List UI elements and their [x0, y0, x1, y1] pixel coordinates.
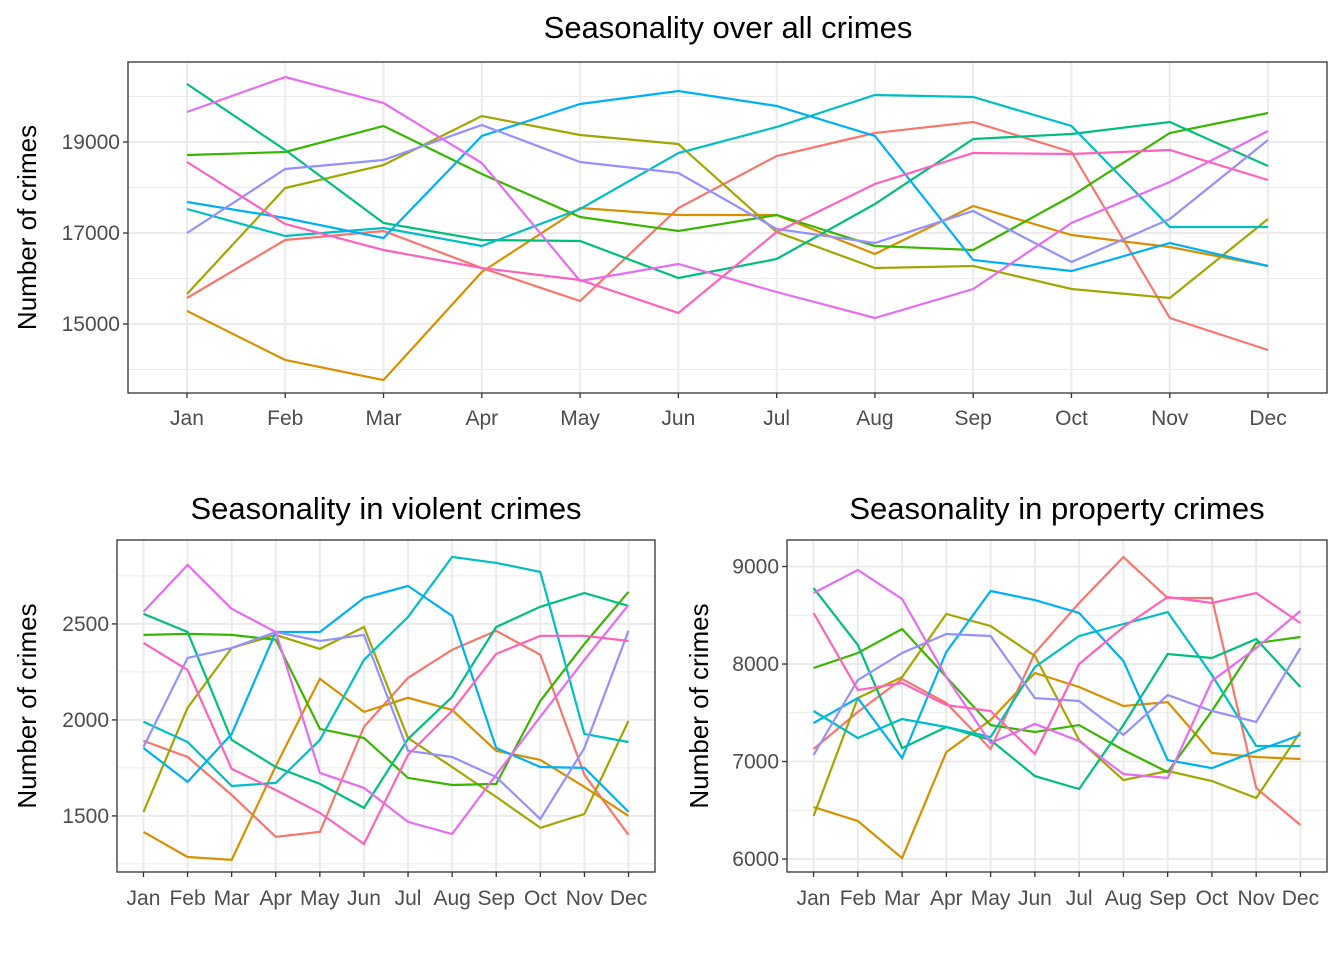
chart-violent: 1500 2000 2500 Jan Feb Mar Apr May Jun Jul Aug Sep O… — [12, 491, 656, 910]
x-tick-label: Feb — [169, 887, 205, 910]
series-line-2 — [186, 204, 1269, 382]
y-axis-label: Number of crimes — [12, 125, 42, 330]
x-tick-label: Aug — [856, 407, 893, 430]
y-axis-label: Number of crimes — [12, 603, 42, 808]
x-tick-label: Oct — [1196, 887, 1229, 910]
x-tick-label: Jun — [1018, 887, 1052, 910]
series-line-3 — [812, 612, 1302, 817]
series-line-4 — [143, 591, 630, 787]
x-tick-label: Jan — [797, 887, 831, 910]
series-line-10 — [186, 148, 1269, 315]
y-tick-label: 9000 — [732, 556, 779, 579]
x-tick-label: Oct — [524, 887, 557, 910]
x-tick-label: Mar — [214, 887, 250, 910]
x-tick-label: Nov — [566, 887, 604, 910]
series-line-8 — [186, 123, 1269, 264]
x-tick-label: Aug — [1105, 887, 1142, 910]
y-tick-label: 17000 — [62, 222, 120, 245]
series-line-3 — [142, 625, 630, 830]
series-line-7 — [186, 89, 1269, 273]
plot-panel — [787, 540, 1327, 872]
y-tick-label: 19000 — [62, 131, 120, 154]
y-tick-label: 1500 — [62, 805, 109, 828]
y-tick-label: 15000 — [62, 313, 120, 336]
x-tick-label: Oct — [1055, 407, 1088, 430]
panel-border — [786, 539, 1328, 873]
y-tick-label: 8000 — [732, 653, 779, 676]
x-tick-label: Jul — [395, 887, 422, 910]
chart-title: Seasonality in violent crimes — [190, 491, 581, 526]
series-line-10 — [812, 591, 1302, 756]
x-tick-label: Feb — [840, 887, 876, 910]
series-line-4 — [813, 627, 1301, 774]
series-line-9 — [142, 563, 630, 836]
chart-title: Seasonality in property crimes — [849, 491, 1264, 526]
x-tick-label: Feb — [267, 407, 303, 430]
x-tick-label: Sep — [1149, 887, 1186, 910]
x-tick-label: Jun — [347, 887, 381, 910]
x-tick-label: Mar — [365, 407, 401, 430]
y-tick-label: 2000 — [62, 709, 109, 732]
panel-border — [127, 61, 1328, 394]
series-line-5 — [186, 83, 1269, 280]
series-line-9 — [813, 568, 1302, 780]
x-tick-label: Nov — [1151, 407, 1189, 430]
series-line-7 — [142, 584, 630, 813]
series-line-8 — [142, 630, 630, 821]
x-tick-label: Nov — [1238, 887, 1276, 910]
series-line-2 — [813, 671, 1301, 860]
y-tick-label: 7000 — [732, 751, 779, 774]
series-line-5 — [143, 591, 629, 810]
x-tick-label: Dec — [610, 887, 647, 910]
x-tick-label: Dec — [1249, 407, 1286, 430]
series-line-4 — [186, 111, 1269, 252]
plot-panel — [128, 62, 1327, 393]
series-line-7 — [813, 589, 1301, 770]
x-tick-label: Dec — [1282, 887, 1319, 910]
y-axis-label: Number of crimes — [684, 603, 714, 808]
series-line-1 — [186, 120, 1269, 352]
x-tick-label: Jun — [661, 407, 695, 430]
series-line-6 — [813, 610, 1301, 748]
series-line-10 — [142, 634, 629, 846]
series-line-3 — [186, 114, 1269, 300]
x-tick-label: Mar — [884, 887, 920, 910]
x-tick-label: Apr — [465, 407, 498, 430]
x-tick-label: May — [560, 407, 600, 430]
x-tick-label: Jul — [1066, 887, 1093, 910]
series-line-8 — [812, 632, 1302, 756]
series-line-6 — [186, 93, 1268, 248]
y-tick-label: 2500 — [62, 613, 109, 636]
x-tick-label: Sep — [955, 407, 992, 430]
panel-border — [116, 539, 656, 873]
x-tick-label: Jan — [170, 407, 204, 430]
x-tick-label: May — [300, 887, 340, 910]
x-tick-label: Aug — [433, 887, 470, 910]
y-tick-label: 6000 — [732, 848, 779, 871]
series-line-9 — [186, 75, 1269, 320]
series-line-6 — [143, 555, 629, 788]
series-line-1 — [143, 629, 630, 839]
x-tick-label: Apr — [259, 887, 292, 910]
chart-property: 6000 7000 8000 9000 Jan Feb Mar Apr May Jun Jul Aug… — [684, 491, 1328, 910]
series-line-5 — [812, 587, 1302, 791]
x-tick-label: Apr — [930, 887, 963, 910]
x-tick-label: Jul — [763, 407, 790, 430]
chart-title: Seasonality over all crimes — [544, 10, 913, 45]
series-line-2 — [142, 677, 630, 862]
chart-all: 15000 17000 19000 Jan Feb Mar Apr May Jun Jul Aug S… — [12, 10, 1328, 430]
x-tick-label: May — [971, 887, 1011, 910]
x-tick-label: Jan — [127, 887, 161, 910]
x-tick-label: Sep — [478, 887, 515, 910]
